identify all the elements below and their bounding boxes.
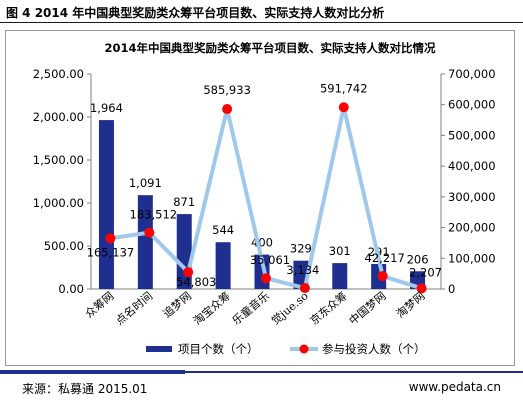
category-label: 京东众筹 [307,289,350,328]
line-point [105,233,116,244]
chart-title: 2014年中国典型奖励类众筹平台项目数、实际支持人数对比情况 [104,41,436,55]
figure-title: 图 4 2014 年中国典型奖励类众筹平台项目数、实际支持人数对比分析 [6,6,385,20]
bar-value-label: 206 [407,252,429,266]
left-tick-label: 2,500.00 [33,67,84,81]
legend-bar-label: 项目个数（个） [178,342,259,356]
line-value-label: 54,803 [176,275,216,289]
line-point [222,104,233,115]
left-tick-label: 2,000.00 [33,110,84,124]
bar [98,120,114,289]
line-value-label: 3,134 [286,263,319,277]
footer-rule-dark [0,370,185,374]
line-point [416,283,427,294]
right-tick-label: 600,000 [448,98,496,112]
right-tick-label: 400,000 [448,159,496,173]
right-tick-label: 200,000 [448,221,496,235]
right-tick-label: 300,000 [448,190,496,204]
line-point [299,283,310,294]
category-label: 追梦网 [160,289,194,321]
bar [137,195,153,289]
left-tick-label: 500.00 [44,239,84,253]
line-point [338,102,349,113]
line-value-label: 42,217 [365,251,405,265]
left-tick-label: 0.00 [58,282,84,296]
category-label: 淘梦网 [394,289,428,320]
bar-value-label: 400 [251,236,273,250]
top-rule [0,22,523,23]
footer-rule-light [185,371,523,373]
bar [215,242,231,289]
left-tick-label: 1,500.00 [33,153,84,167]
line-point [183,267,194,278]
category-label: 乐童音乐 [229,289,272,328]
source-note: 来源：私募通 2015.01 [22,382,148,396]
line-value-label: 165,137 [87,245,135,259]
bar-value-label: 544 [212,223,234,237]
bar-value-label: 1,091 [129,176,162,190]
legend-line-label: 参与投资人数（个） [322,342,426,356]
bar-value-label: 301 [329,244,351,258]
category-label: 觉jue.so [269,289,311,327]
right-tick-label: 100,000 [448,251,496,265]
bar-value-label: 1,964 [90,101,123,115]
left-tick-label: 1,000.00 [33,196,84,210]
chart: 2014年中国典型奖励类众筹平台项目数、实际支持人数对比情况 0.00 500.0… [33,41,496,356]
category-label: 淘宝众筹 [190,289,233,328]
line-value-label: 585,933 [203,83,251,97]
line-value-label: 183,512 [130,208,178,222]
legend-bar-swatch [146,346,172,352]
chart-frame [5,30,515,366]
category-label: 中国梦网 [347,289,389,327]
right-tick-label: 700,000 [448,67,496,81]
line-point [377,271,388,282]
category-label: 点名时间 [113,289,156,328]
right-tick-label: 500,000 [448,128,496,142]
line-value-label: 591,742 [320,81,368,95]
bar-value-label: 871 [173,195,195,209]
right-tick-label: 0 [448,282,455,296]
legend-line-marker [299,344,309,354]
line-point [261,273,271,284]
line-value-label: 2,207 [409,265,442,279]
line-value-label: 35,061 [250,253,290,267]
website-link: www.pedata.cn [408,380,501,394]
bar-value-label: 329 [290,242,312,256]
category-label: 众筹网 [82,289,116,321]
line-point [144,227,155,238]
bar [332,263,348,289]
